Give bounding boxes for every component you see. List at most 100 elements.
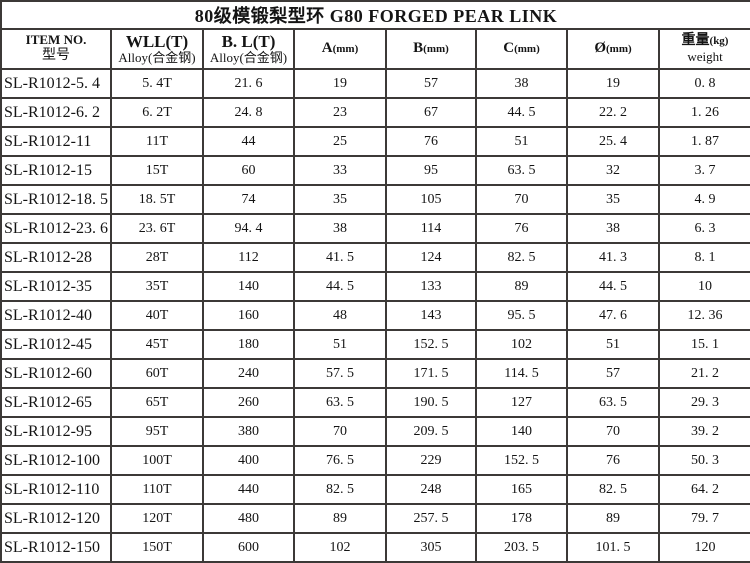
value-cell: 64. 2 [657, 474, 750, 505]
item-no-cell: SL-R1012-40 [0, 300, 112, 331]
value-cell: 110T [110, 474, 204, 505]
value-cell: 180 [202, 329, 295, 360]
table-row: SL-R1012-6. 2 6. 2T 24. 8 23 67 44. 5 22. 2 1. … [0, 97, 750, 128]
item-no-cell: SL-R1012-18. 5 [0, 184, 112, 215]
value-cell: 50. 3 [657, 445, 750, 476]
value-cell: 76 [475, 213, 568, 244]
value-cell: 260 [202, 387, 295, 418]
value-cell: 150T [110, 532, 204, 563]
value-cell: 44. 5 [475, 97, 568, 128]
value-cell: 112 [202, 242, 295, 273]
value-cell: 51 [566, 329, 660, 360]
value-cell: 70 [475, 184, 568, 215]
table-row: SL-R1012-60 60T 240 57. 5 171. 5 114. 5 57 21. … [0, 358, 750, 389]
value-cell: 35 [566, 184, 660, 215]
header-sublabel: weight [687, 48, 723, 64]
header-sublabel: Alloy(合金钢) [118, 50, 196, 66]
value-cell: 165 [475, 474, 568, 505]
item-no-cell: SL-R1012-23. 6 [0, 213, 112, 244]
value-cell: 6. 2T [110, 97, 204, 128]
value-cell: 171. 5 [385, 358, 477, 389]
value-cell: 380 [202, 416, 295, 447]
header-unit: (mm) [423, 43, 449, 56]
value-cell: 11T [110, 126, 204, 157]
value-cell: 22. 2 [566, 97, 660, 128]
value-cell: 23. 6T [110, 213, 204, 244]
header-unit: (mm) [332, 43, 359, 56]
value-cell: 44. 5 [293, 271, 387, 302]
header-unit: (kg) [709, 35, 729, 48]
value-cell: 0. 8 [657, 68, 750, 99]
value-cell: 51 [475, 126, 568, 157]
item-no-cell: SL-R1012-150 [0, 532, 112, 563]
value-cell: 63. 5 [475, 155, 568, 186]
value-cell: 67 [385, 97, 477, 128]
value-cell: 95 [385, 155, 477, 186]
table-row: SL-R1012-40 40T 160 48 143 95. 5 47. 6 12. 36 [0, 300, 750, 331]
header-row: ITEM NO. 型号 WLL(T) Alloy(合金钢) B. L(T) Alloy(合… [0, 28, 750, 70]
value-cell: 209. 5 [385, 416, 477, 447]
value-cell: 41. 5 [293, 242, 387, 273]
col-header-bl: B. L(T) Alloy(合金钢) [202, 28, 295, 70]
table-row: SL-R1012-5. 4 5. 4T 21. 6 19 57 38 19 0. 8 [0, 68, 750, 99]
value-cell: 24. 8 [202, 97, 295, 128]
item-no-cell: SL-R1012-11 [0, 126, 112, 157]
value-cell: 57 [385, 68, 477, 99]
value-cell: 102 [475, 329, 568, 360]
table-row: SL-R1012-45 45T 180 51 152. 5 102 51 15. 1 [0, 329, 750, 360]
table-row: SL-R1012-150 150T 600 102 305 203. 5 101. 5 120 [0, 532, 750, 563]
value-cell: 15T [110, 155, 204, 186]
value-cell: 32 [566, 155, 660, 186]
value-cell: 120 [657, 532, 750, 563]
header-label: B(mm) [388, 40, 474, 57]
header-label-text: C [503, 40, 515, 57]
col-header-weight: 重量(kg) weight [657, 28, 750, 70]
item-no-cell: SL-R1012-28 [0, 242, 112, 273]
value-cell: 12. 36 [657, 300, 750, 331]
header-sublabel: 型号 [42, 48, 70, 64]
value-cell: 19 [566, 68, 660, 99]
item-no-cell: SL-R1012-35 [0, 271, 112, 302]
header-label-text: B. L(T) [221, 31, 276, 51]
value-cell: 114 [385, 213, 477, 244]
value-cell: 3. 7 [657, 155, 750, 186]
header-unit: (mm) [606, 43, 632, 56]
value-cell: 23 [293, 97, 387, 128]
value-cell: 95. 5 [475, 300, 568, 331]
header-label: WLL(T) [113, 32, 201, 52]
value-cell: 76 [566, 445, 660, 476]
value-cell: 240 [202, 358, 295, 389]
value-cell: 38 [475, 68, 568, 99]
value-cell: 51 [293, 329, 387, 360]
value-cell: 40T [110, 300, 204, 331]
header-unit: (mm) [514, 43, 540, 56]
item-no-cell: SL-R1012-45 [0, 329, 112, 360]
value-cell: 18. 5T [110, 184, 204, 215]
value-cell: 140 [202, 271, 295, 302]
table-head: 80级模锻梨型环 G80 FORGED PEAR LINK ITEM NO. 型号… [0, 0, 750, 70]
value-cell: 57. 5 [293, 358, 387, 389]
item-no-cell: SL-R1012-5. 4 [0, 68, 112, 99]
value-cell: 152. 5 [385, 329, 477, 360]
value-cell: 45T [110, 329, 204, 360]
value-cell: 133 [385, 271, 477, 302]
col-header-a: A(mm) [293, 28, 387, 70]
value-cell: 82. 5 [293, 474, 387, 505]
header-label-text: 重量 [681, 33, 710, 49]
table-row: SL-R1012-28 28T 112 41. 5 124 82. 5 41. 3 8. 1 [0, 242, 750, 273]
value-cell: 8. 1 [657, 242, 750, 273]
value-cell: 95T [110, 416, 204, 447]
value-cell: 140 [475, 416, 568, 447]
value-cell: 143 [385, 300, 477, 331]
value-cell: 60T [110, 358, 204, 389]
value-cell: 33 [293, 155, 387, 186]
value-cell: 70 [293, 416, 387, 447]
value-cell: 400 [202, 445, 295, 476]
header-label: A(mm) [296, 40, 384, 57]
value-cell: 60 [202, 155, 295, 186]
value-cell: 102 [293, 532, 387, 563]
value-cell: 35 [293, 184, 387, 215]
value-cell: 35T [110, 271, 204, 302]
value-cell: 44. 5 [566, 271, 660, 302]
